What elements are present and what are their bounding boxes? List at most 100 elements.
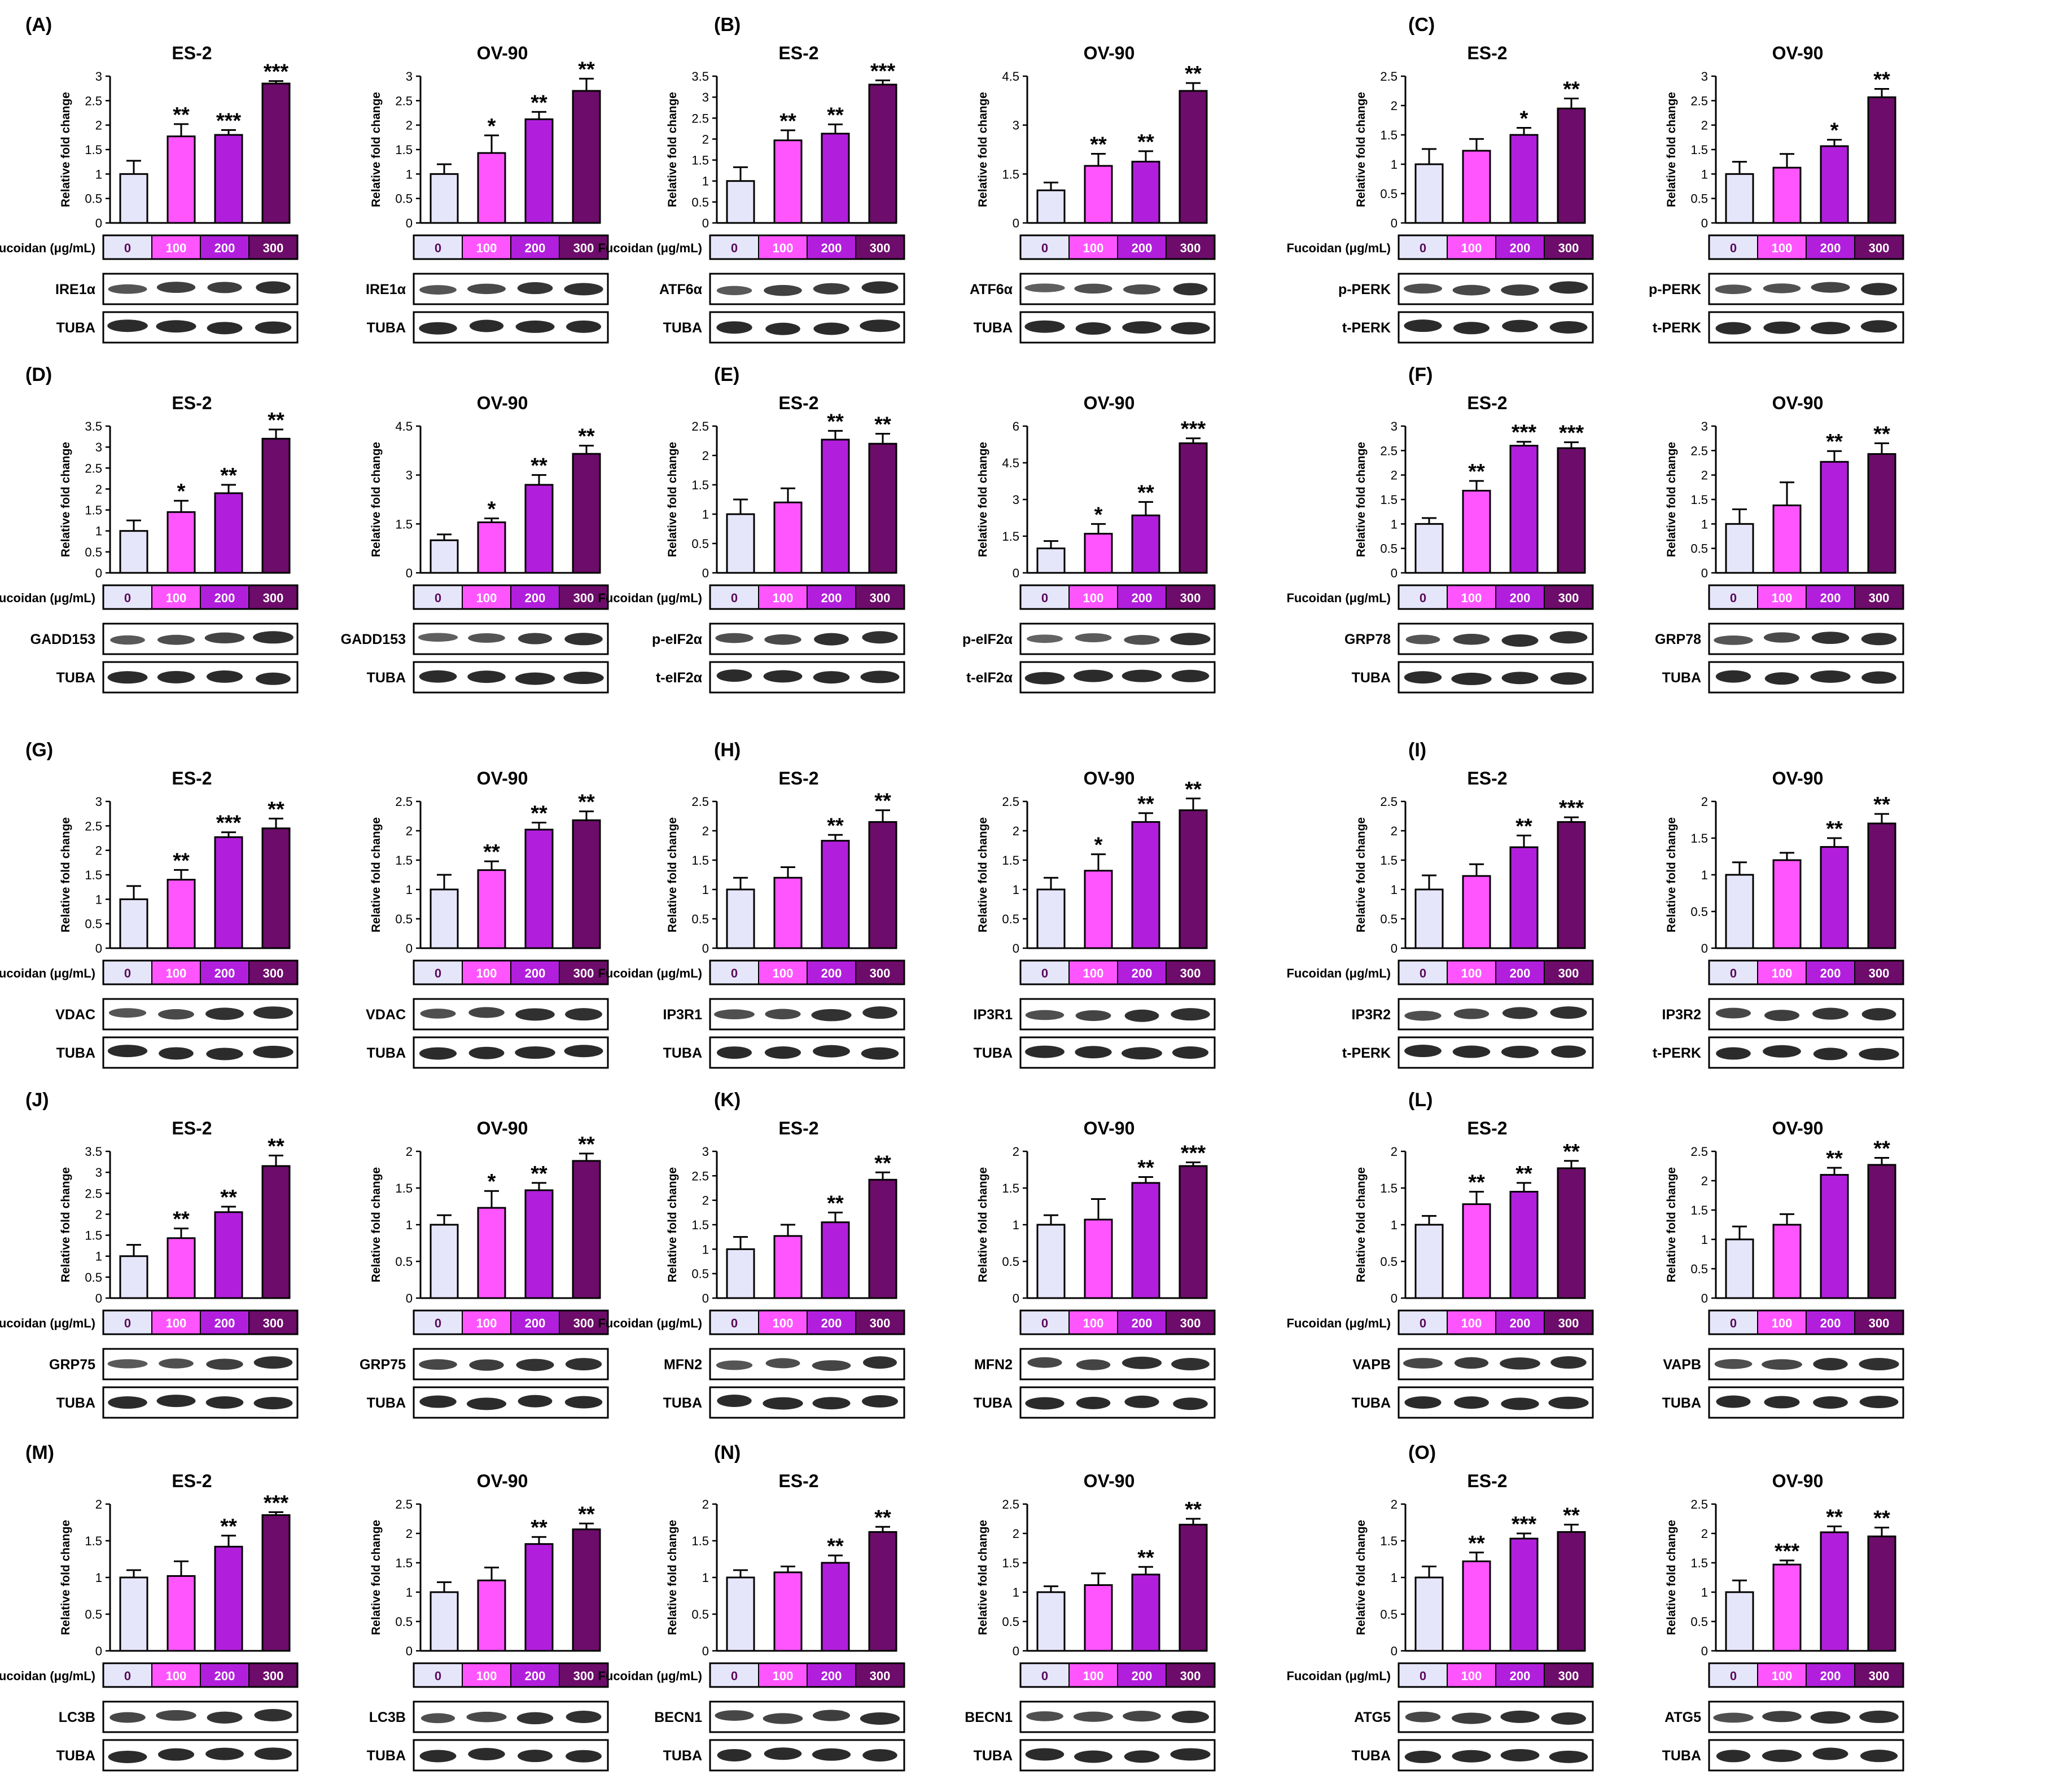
dose-value: 300 (1558, 241, 1579, 255)
blot-band (862, 1395, 898, 1408)
y-tick-label: 1.5 (1380, 493, 1398, 507)
y-axis-label: Relative fold change (59, 1167, 72, 1282)
blot-band (1124, 1750, 1160, 1763)
significance-label: ** (173, 849, 190, 873)
dose-box (1398, 960, 1448, 985)
y-tick-label: 1.5 (1690, 143, 1708, 157)
bar (1179, 442, 1208, 574)
y-axis-label: Relative fold change (1355, 442, 1368, 557)
dose-value: 0 (1041, 1316, 1048, 1330)
blot-band (1550, 1006, 1587, 1019)
y-axis-label: Relative fold change (59, 1520, 72, 1635)
y-axis-label: Relative fold change (59, 92, 72, 207)
dose-box (1757, 1663, 1807, 1688)
blot-band (468, 1046, 505, 1059)
y-tick-label: 1 (95, 892, 102, 906)
dose-row-frame (413, 1309, 609, 1335)
blot-band (516, 1712, 554, 1725)
blot-band (254, 1747, 292, 1760)
blot-label: TUBA (367, 670, 406, 686)
blot-band (1811, 322, 1850, 335)
blot-label: GADD153 (341, 632, 406, 647)
significance-label: *** (870, 59, 896, 83)
bar (430, 888, 459, 949)
dose-box (151, 1310, 201, 1335)
y-axis-label: Relative fold change (370, 92, 383, 207)
bar (477, 1579, 506, 1652)
chart-panel: (J) ES-2 Relative fold change 0 0.5 1 1.5 2 2.5 3… (0, 1089, 299, 1419)
blot-band (419, 1750, 457, 1763)
dose-value: 0 (124, 1316, 131, 1330)
y-tick-label: 2 (702, 449, 709, 463)
y-tick-label: 0.5 (1380, 542, 1398, 556)
dose-row-frame (709, 234, 905, 260)
blot-band (1716, 1047, 1751, 1060)
blot-label: TUBA (56, 1395, 95, 1411)
blot-band (715, 633, 754, 643)
bar (1509, 134, 1539, 224)
y-tick-label: 2.5 (1690, 1145, 1708, 1159)
bar (261, 82, 291, 224)
blot-band (1501, 634, 1539, 647)
chart-title: OV-90 (1772, 393, 1824, 413)
y-tick-label: 0 (1701, 1291, 1708, 1305)
significance-label: *** (1181, 418, 1206, 441)
blot-band (207, 282, 242, 293)
bar (821, 439, 850, 574)
chart-panel: (K) ES-2 Relative fold change 0 0.5 1 1.5 2 2.5 3… (598, 1089, 905, 1419)
dose-value: 300 (573, 591, 594, 605)
blot-label: TUBA (974, 320, 1013, 336)
significance-label: ** (578, 1502, 595, 1526)
y-tick-label: 2.5 (1380, 69, 1398, 84)
y-tick-label: 1 (1391, 883, 1398, 897)
y-tick-label: 1 (1013, 1585, 1019, 1599)
bar (261, 827, 291, 949)
y-axis-label: Relative fold change (59, 442, 72, 557)
chart-panel: (G) ES-2 Relative fold change 0 0.5 1 1.5 2 2.5 3… (0, 739, 299, 1069)
y-tick-label: 0.5 (1380, 187, 1398, 201)
chart-panel: (N) ES-2 Relative fold change 0 0.5 1 1.5 2 ** **… (598, 1442, 905, 1772)
bar (119, 530, 148, 574)
y-tick-label: 0.5 (1002, 1615, 1019, 1629)
blot-band (1763, 1045, 1801, 1058)
significance-label: * (177, 480, 186, 503)
y-tick-label: 1.5 (1002, 1556, 1019, 1570)
y-tick-label: 0 (95, 216, 102, 230)
blot-band (813, 283, 850, 295)
significance-label: ** (1515, 1162, 1532, 1186)
y-tick-label: 2 (1391, 1497, 1398, 1511)
dose-value: 0 (1730, 591, 1737, 605)
panel-label: (J) (25, 1089, 49, 1111)
dose-box (151, 960, 201, 985)
blot-band (1501, 672, 1539, 685)
y-tick-label: 0 (1391, 941, 1398, 956)
blot-band (765, 1358, 800, 1369)
blot-band (716, 669, 752, 682)
bar (1557, 107, 1586, 224)
dose-value: 300 (870, 241, 891, 255)
significance-label: ** (1137, 1546, 1154, 1570)
blot-band (207, 322, 243, 335)
y-axis-label: Relative fold change (1665, 92, 1678, 207)
bar (821, 840, 850, 949)
significance-label: ** (827, 1191, 844, 1215)
y-tick-label: 1 (702, 1571, 709, 1585)
panel-label: (L) (1408, 1089, 1433, 1111)
bar (430, 1224, 459, 1299)
dose-value: 0 (1041, 966, 1048, 980)
y-tick-label: 0 (702, 216, 709, 230)
chart-title: ES-2 (172, 393, 212, 413)
blot-band (1123, 1711, 1161, 1722)
y-tick-label: 1.5 (85, 1229, 102, 1243)
blot-band (1764, 1396, 1800, 1409)
dose-value: 300 (1869, 1316, 1890, 1330)
blot-band (1452, 284, 1491, 296)
y-tick-label: 1.5 (1002, 167, 1019, 181)
bar (477, 152, 506, 224)
bar (119, 1255, 148, 1299)
chart-panel: OV-90 Relative fold change 0 1.5 3 4.5 ** ** ** 0… (970, 43, 1216, 344)
blot-band (1550, 672, 1587, 685)
blot-band (763, 670, 803, 683)
significance-label: *** (264, 1491, 289, 1515)
